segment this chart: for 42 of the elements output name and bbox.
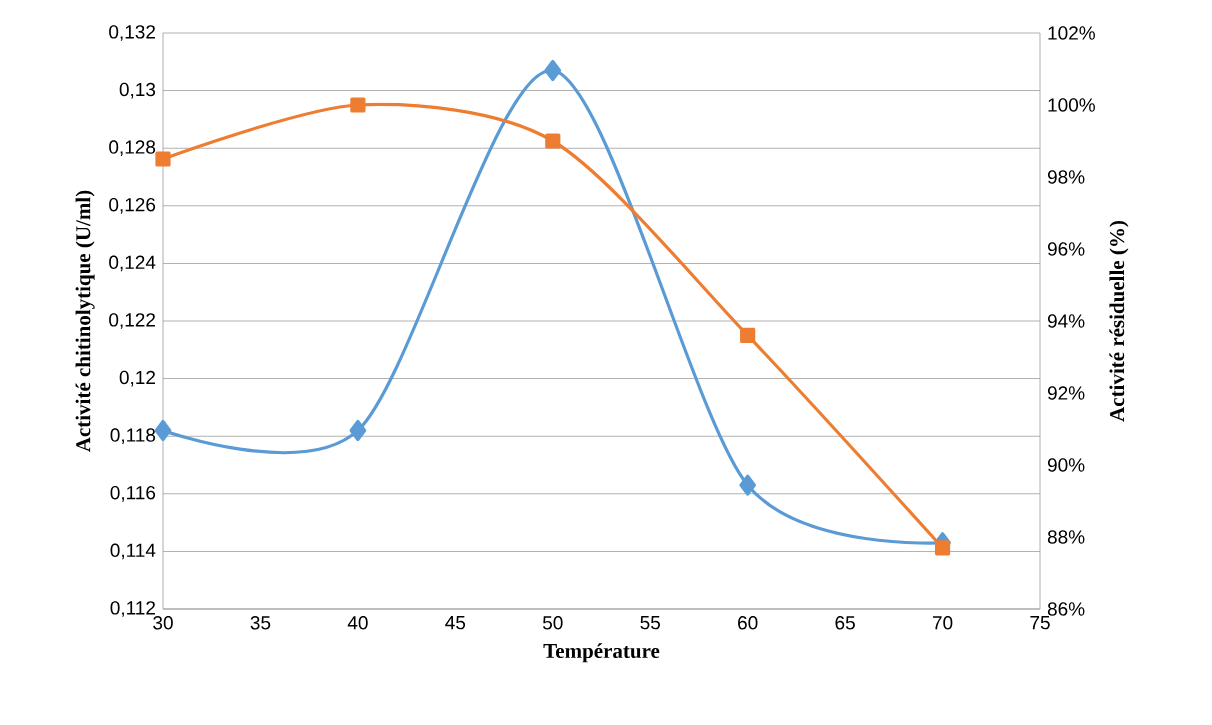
y2-tick-label: 102% [1048,26,1095,40]
y-tick-label: 0,124 [109,255,156,272]
point [934,540,951,556]
x-tick-label: 60 [738,616,758,630]
y2-tick-label: 90% [1047,458,1085,472]
y-tick-label: 0,114 [110,543,156,560]
y2-tick-label: 92% [1047,386,1085,400]
y2-axis-title: Activité résiduelle (%) [1109,221,1129,422]
x-tick-label: 30 [153,616,173,630]
point [545,133,561,149]
y2-tick-label: 96% [1047,242,1085,256]
x-tick-label: 40 [347,616,368,630]
y2-tick-label: 94% [1047,314,1085,328]
x-tick-label: 45 [445,616,466,630]
x-tick-label: 50 [542,616,563,630]
y-tick-label: 0,132 [109,25,155,41]
y-tick-label: 0,118 [110,428,156,445]
x-tick-label: 70 [932,616,953,630]
point [349,419,367,442]
y2-tick-label: 100% [1048,98,1095,112]
point [154,419,172,442]
point [739,474,757,496]
x-tick-label: 65 [835,616,855,630]
point [155,151,171,167]
y-tick-label: 0,126 [109,197,156,214]
point [544,59,562,82]
y-tick-label: 0,112 [110,601,155,617]
y-tick-label: 0,13 [119,82,156,99]
x-tick-label: 75 [1030,616,1050,630]
y-tick-label: 0,122 [109,313,155,329]
point [350,97,366,113]
y-axis-title: Activité chitinolytique (U/ml) [75,190,95,453]
y2-tick-label: 98% [1047,170,1085,184]
x-axis-title: Température [543,643,660,663]
y-tick-label: 0,12 [119,370,155,387]
x-tick-label: 55 [640,616,661,630]
x-tick-label: 35 [250,616,271,630]
y2-tick-label: 88% [1047,530,1085,544]
y-tick-label: 0,116 [110,485,156,502]
y2-tick-label: 86% [1047,602,1085,616]
point [740,327,756,343]
y-tick-label: 0,128 [109,140,156,157]
